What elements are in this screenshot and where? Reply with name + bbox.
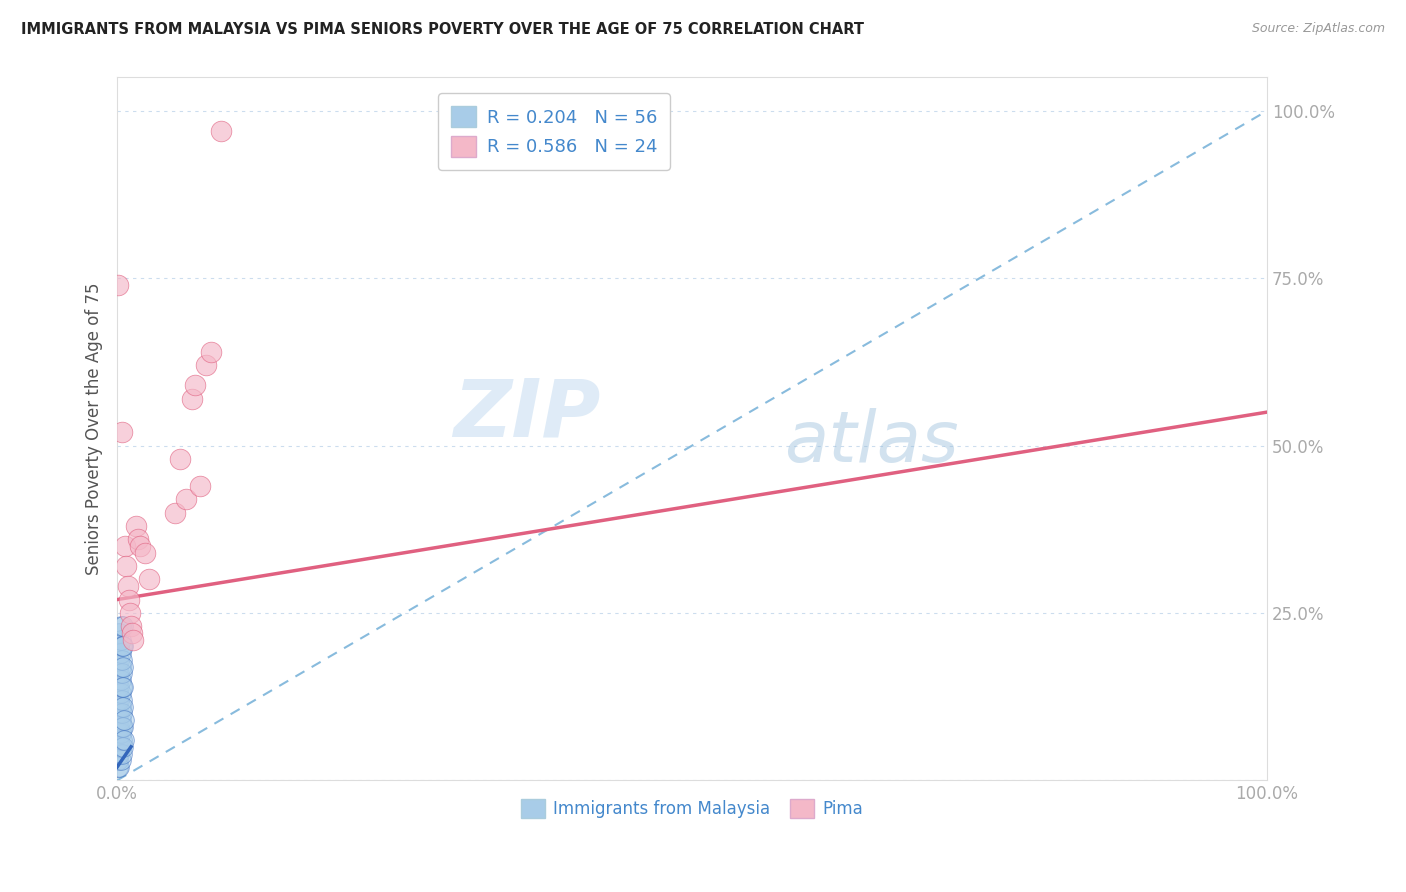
Point [107, 747, 129, 761]
Text: atlas: atlas [785, 409, 959, 477]
Point [111, 693, 134, 707]
Point [107, 706, 129, 721]
Point [200, 344, 222, 359]
Text: Source: ZipAtlas.com: Source: ZipAtlas.com [1251, 22, 1385, 36]
Point [107, 673, 129, 687]
Point [111, 733, 134, 747]
Point [110, 659, 132, 673]
Point [111, 720, 134, 734]
Point [110, 726, 132, 740]
Point [108, 626, 131, 640]
Point [108, 733, 131, 747]
Point [108, 666, 131, 681]
Point [111, 680, 134, 694]
Point [112, 713, 135, 727]
Point [118, 606, 141, 620]
Point [111, 425, 134, 440]
Point [120, 619, 142, 633]
Point [110, 713, 132, 727]
Point [138, 573, 160, 587]
Point [118, 592, 141, 607]
Text: ZIP: ZIP [453, 376, 600, 454]
Point [181, 392, 204, 406]
Point [111, 640, 134, 654]
Point [108, 653, 131, 667]
Point [111, 653, 134, 667]
Point [111, 706, 134, 721]
Point [194, 359, 217, 373]
Point [111, 699, 134, 714]
Point [163, 506, 186, 520]
Point [114, 539, 136, 553]
Point [111, 747, 134, 761]
Point [111, 739, 134, 754]
Point [107, 693, 129, 707]
Point [112, 733, 135, 747]
Point [107, 733, 129, 747]
Point [110, 673, 132, 687]
Point [129, 539, 152, 553]
Point [107, 720, 129, 734]
Point [110, 699, 132, 714]
Point [169, 452, 191, 467]
Y-axis label: Seniors Poverty Over the Age of 75: Seniors Poverty Over the Age of 75 [86, 283, 103, 575]
Point [108, 706, 131, 721]
Point [111, 720, 134, 734]
Point [111, 619, 134, 633]
Point [174, 492, 197, 507]
Point [184, 378, 207, 392]
Point [111, 680, 134, 694]
Point [110, 686, 132, 700]
Point [110, 619, 132, 633]
Point [107, 713, 129, 727]
Point [107, 726, 129, 740]
Point [111, 666, 134, 681]
Point [107, 739, 129, 754]
Point [110, 646, 132, 660]
Point [107, 686, 129, 700]
Point [111, 640, 134, 654]
Point [107, 699, 129, 714]
Point [108, 693, 131, 707]
Legend: Immigrants from Malaysia, Pima: Immigrants from Malaysia, Pima [515, 792, 869, 825]
Point [107, 277, 129, 292]
Point [122, 632, 145, 647]
Text: IMMIGRANTS FROM MALAYSIA VS PIMA SENIORS POVERTY OVER THE AGE OF 75 CORRELATION : IMMIGRANTS FROM MALAYSIA VS PIMA SENIORS… [21, 22, 865, 37]
Point [134, 546, 156, 560]
Point [209, 124, 232, 138]
Point [111, 659, 134, 673]
Point [107, 760, 129, 774]
Point [110, 753, 132, 767]
Point [108, 747, 131, 761]
Point [108, 760, 131, 774]
Point [124, 519, 146, 533]
Point [127, 533, 149, 547]
Point [117, 579, 139, 593]
Point [108, 680, 131, 694]
Point [121, 626, 143, 640]
Point [108, 720, 131, 734]
Point [107, 680, 129, 694]
Point [107, 659, 129, 673]
Point [188, 479, 211, 493]
Point [115, 559, 138, 574]
Point [110, 739, 132, 754]
Point [108, 640, 131, 654]
Point [110, 632, 132, 647]
Point [107, 666, 129, 681]
Point [107, 753, 129, 767]
